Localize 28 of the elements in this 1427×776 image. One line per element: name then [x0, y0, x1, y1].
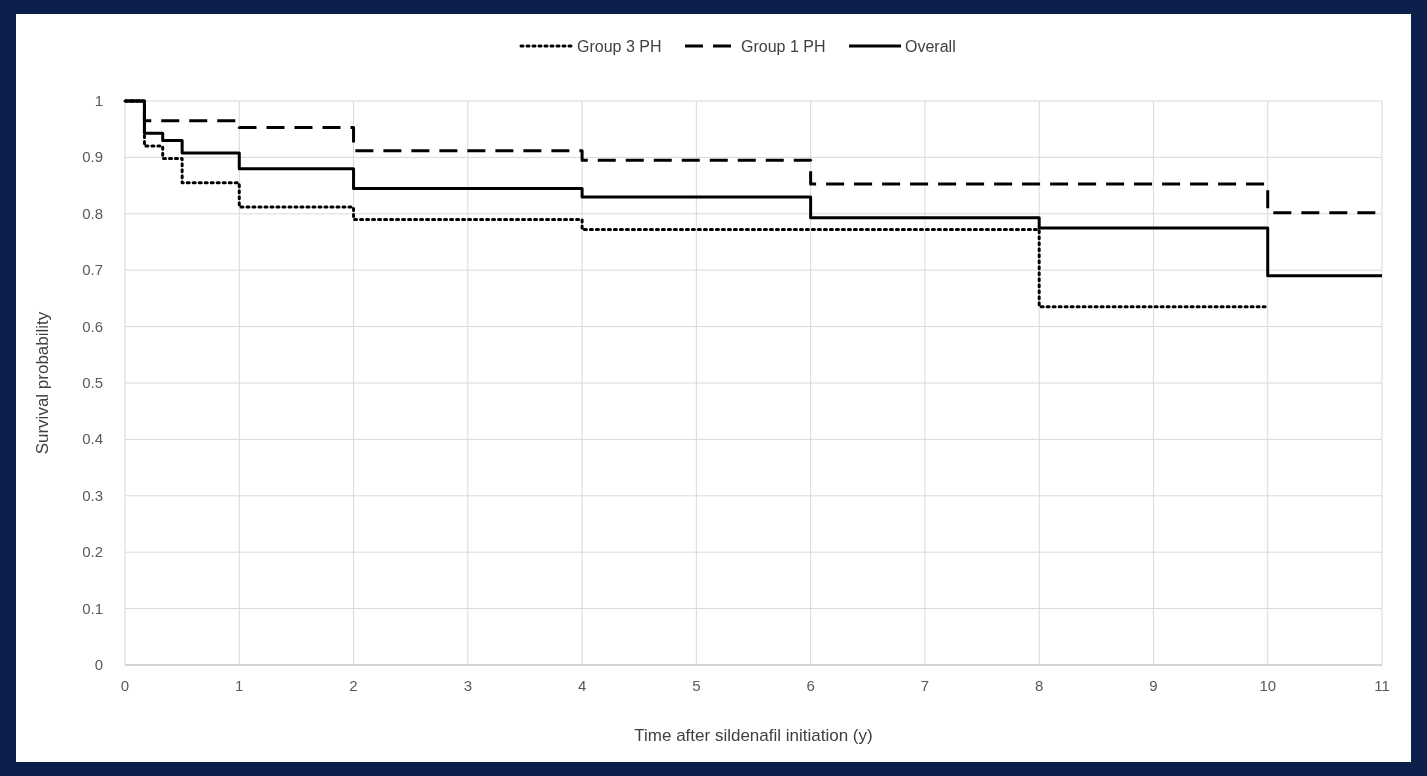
x-tick-label: 0 [120, 677, 130, 694]
x-tick-label: 5 [692, 677, 701, 694]
y-tick-label: 1 [94, 92, 103, 109]
x-tick-label: 8 [1035, 677, 1044, 694]
y-axis-title: Survival probability [33, 311, 52, 455]
x-axis-title: Time after sildenafil initiation (y) [634, 726, 873, 745]
y-tick-label: 0.4 [82, 430, 103, 448]
x-tick-label: 2 [349, 677, 358, 694]
legend-label: Overall [905, 38, 956, 55]
x-tick-label: 3 [463, 677, 472, 694]
legend-label: Group 3 PH [577, 38, 662, 55]
x-tick-label: 6 [806, 677, 815, 694]
x-tick-label: 1 [235, 677, 244, 694]
y-tick-label: 0.7 [82, 261, 103, 279]
y-tick-label: 0.1 [82, 599, 103, 617]
x-tick-label: 7 [920, 677, 930, 694]
y-tick-label: 0.8 [82, 204, 103, 222]
x-tick-label: 11 [1374, 677, 1390, 694]
x-tick-label: 10 [1259, 677, 1277, 694]
legend-label: Group 1 PH [741, 38, 826, 55]
y-tick-label: 0.2 [82, 543, 103, 561]
y-tick-label: 0 [94, 656, 103, 673]
x-tick-label: 4 [577, 677, 587, 694]
y-tick-label: 0.9 [82, 148, 103, 166]
y-tick-label: 0.3 [82, 486, 103, 504]
y-tick-label: 0.5 [82, 374, 103, 391]
y-tick-label: 0.6 [82, 317, 103, 335]
x-tick-label: 9 [1149, 677, 1158, 694]
